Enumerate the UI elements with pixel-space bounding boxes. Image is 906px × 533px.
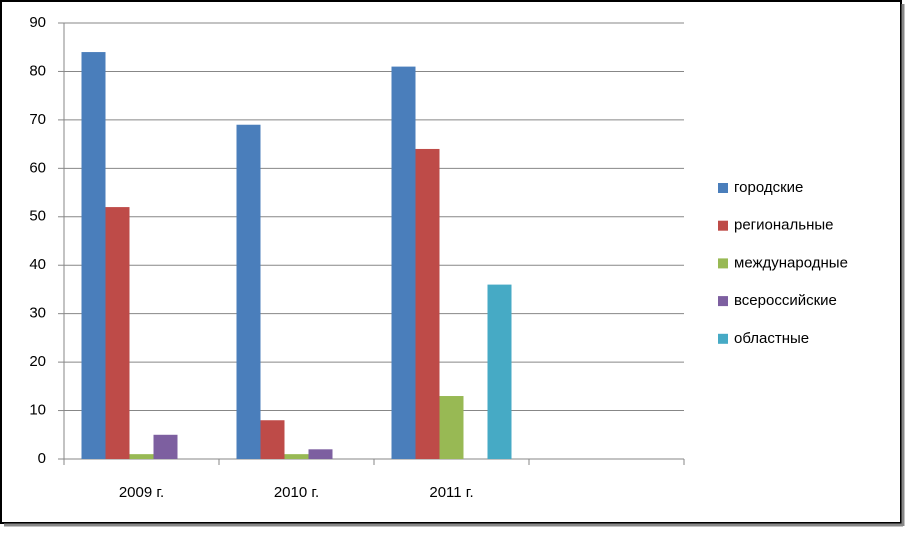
legend-label: городские (734, 179, 803, 196)
x-tick-label: 2010 г. (274, 484, 319, 501)
bar (439, 396, 464, 459)
y-tick-label: 80 (29, 62, 46, 79)
y-tick-label: 50 (29, 208, 46, 225)
x-tick-label: 2009 г. (119, 484, 164, 501)
bar (415, 148, 440, 459)
y-tick-label: 90 (29, 14, 46, 31)
y-tick-label: 0 (38, 450, 46, 467)
legend-swatch (718, 296, 728, 307)
bar (308, 449, 333, 459)
bar (81, 52, 106, 460)
legend-swatch (718, 183, 728, 193)
x-tick-label: 2011 г. (429, 484, 473, 501)
y-tick-label: 20 (29, 353, 46, 370)
bar (260, 420, 285, 459)
y-tick-label: 10 (29, 402, 46, 419)
legend-swatch (718, 258, 728, 269)
y-tick-label: 70 (29, 111, 46, 128)
bar (129, 454, 154, 459)
bar (153, 434, 178, 459)
bar (105, 207, 130, 459)
y-tick-label: 40 (29, 256, 46, 273)
bar (236, 124, 261, 459)
legend-label: всероссийские (734, 292, 837, 309)
bar (391, 66, 416, 459)
legend-label: региональные (734, 217, 833, 234)
legend-swatch (718, 333, 728, 344)
bar (284, 454, 309, 459)
bar (487, 284, 512, 459)
legend-swatch (718, 220, 728, 231)
y-tick-label: 60 (29, 159, 46, 176)
legend-label: областные (734, 330, 809, 347)
legend-label: международные (734, 254, 848, 271)
y-tick-label: 30 (29, 305, 46, 322)
